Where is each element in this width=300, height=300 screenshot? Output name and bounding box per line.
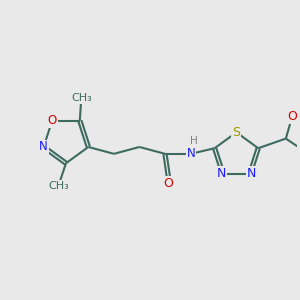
Text: H: H (190, 136, 198, 146)
Text: N: N (187, 147, 195, 160)
Text: N: N (247, 167, 256, 180)
Text: O: O (47, 114, 57, 127)
Text: N: N (217, 167, 226, 180)
Text: O: O (287, 110, 297, 124)
Text: CH₃: CH₃ (48, 181, 69, 191)
Text: S: S (232, 126, 240, 139)
Text: CH₃: CH₃ (71, 93, 92, 103)
Text: O: O (164, 177, 173, 190)
Text: N: N (39, 140, 48, 154)
